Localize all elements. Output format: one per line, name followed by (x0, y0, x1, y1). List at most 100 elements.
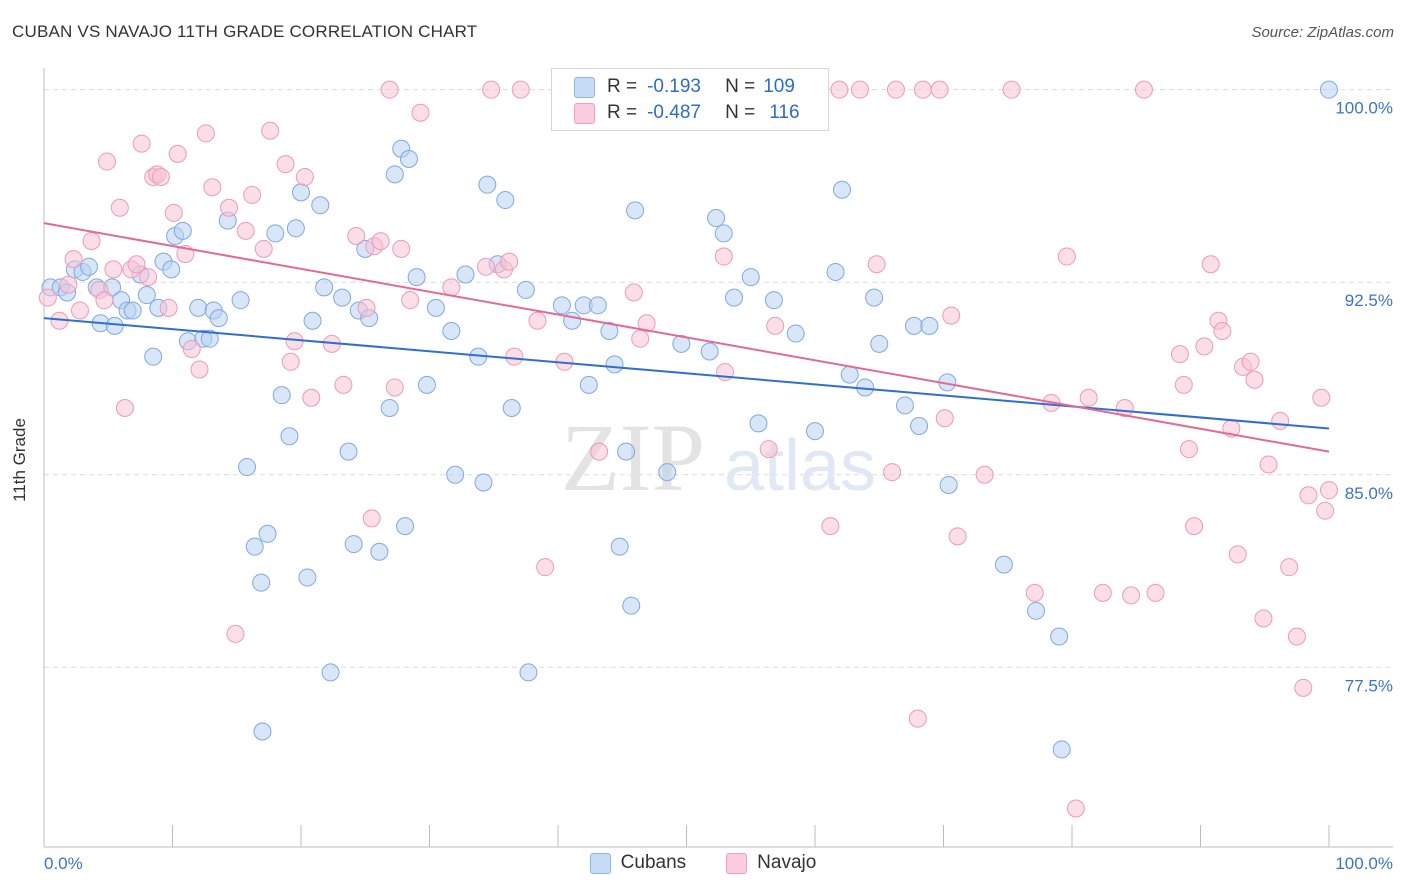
y-tick-label: 92.5% (1345, 291, 1393, 310)
grid-lines (44, 89, 1393, 668)
point-navajo (1025, 583, 1044, 602)
point-cubans (286, 219, 305, 238)
point-cubans (396, 517, 415, 536)
point-cubans (407, 268, 426, 287)
point-navajo (203, 178, 222, 197)
watermark-zip: ZIP (561, 404, 705, 511)
point-cubans (910, 416, 929, 435)
point-cubans (904, 316, 923, 335)
point-cubans (370, 542, 389, 561)
series-label-navajo: Navajo (757, 852, 817, 873)
point-navajo (347, 227, 366, 246)
point-navajo (1287, 627, 1306, 646)
point-navajo (1185, 517, 1204, 536)
point-navajo (226, 624, 245, 643)
point-cubans (895, 396, 914, 415)
legend-swatch-cubans (574, 76, 595, 98)
point-cubans (266, 224, 285, 243)
point-navajo (115, 399, 134, 418)
point-navajo (95, 291, 114, 310)
point-cubans (258, 524, 277, 543)
point-cubans (920, 316, 939, 335)
point-cubans (563, 311, 582, 330)
legend-row-navajo: R = -0.487 N = 116 (574, 101, 800, 125)
point-cubans (741, 268, 760, 287)
point-navajo (886, 80, 905, 99)
point-navajo (536, 558, 555, 577)
point-cubans (209, 309, 228, 328)
point-navajo (624, 283, 643, 302)
point-navajo (637, 314, 656, 333)
point-cubans (385, 165, 404, 184)
point-navajo (1312, 388, 1331, 407)
point-navajo (830, 80, 849, 99)
point-cubans (502, 399, 521, 418)
point-cubans (399, 149, 418, 168)
point-navajo (281, 352, 300, 371)
point-cubans (303, 311, 322, 330)
point-cubans (1320, 80, 1338, 99)
point-navajo (371, 232, 390, 251)
point-navajo (104, 260, 123, 279)
point-navajo (254, 239, 273, 258)
point-navajo (913, 80, 932, 99)
point-navajo (1228, 545, 1247, 564)
chart-title: CUBAN VS NAVAJO 11TH GRADE CORRELATION C… (12, 22, 478, 41)
point-navajo (1170, 345, 1189, 364)
point-cubans (344, 535, 363, 554)
point-navajo (590, 442, 609, 461)
legend-n-value-navajo: 116 (769, 102, 800, 123)
point-navajo (1134, 80, 1153, 99)
point-navajo (70, 301, 89, 320)
point-navajo (151, 167, 170, 186)
point-cubans (292, 183, 310, 202)
point-navajo (766, 316, 785, 335)
point-cubans (870, 334, 889, 353)
point-cubans (552, 296, 571, 315)
point-navajo (850, 80, 869, 99)
point-cubans (333, 288, 352, 307)
series-legend-navajo: Navajo (726, 852, 816, 874)
point-cubans (672, 334, 691, 353)
point-navajo (1271, 411, 1290, 430)
point-navajo (82, 232, 101, 251)
trend-line-cubans (43, 317, 1330, 430)
point-cubans (245, 537, 264, 556)
point-cubans (280, 427, 299, 446)
point-cubans (832, 180, 851, 199)
point-navajo (392, 239, 411, 258)
point-navajo (1316, 501, 1335, 520)
point-cubans (840, 365, 859, 384)
point-cubans (764, 291, 783, 310)
legend-r-value-navajo: -0.487 (647, 102, 701, 123)
point-navajo (411, 103, 430, 122)
point-navajo (1299, 486, 1318, 505)
point-cubans (321, 663, 340, 682)
point-navajo (97, 152, 116, 171)
point-navajo (1174, 375, 1193, 394)
point-navajo (1179, 440, 1198, 459)
point-navajo (59, 275, 78, 294)
point-navajo (477, 257, 496, 276)
legend-n-value-cubans: 109 (763, 76, 795, 97)
x-tick-label: 100.0% (1335, 854, 1393, 873)
point-navajo (1245, 370, 1264, 389)
point-cubans (588, 296, 607, 315)
point-navajo (759, 440, 778, 459)
point-navajo (528, 311, 547, 330)
point-cubans (622, 596, 641, 615)
point-navajo (511, 80, 530, 99)
point-cubans (707, 209, 726, 228)
point-navajo (500, 252, 519, 271)
point-navajo (168, 144, 187, 163)
series-label-cubans: Cubans (620, 852, 687, 873)
point-cubans (311, 196, 330, 215)
point-navajo (132, 134, 151, 153)
point-navajo (261, 121, 280, 140)
point-navajo (482, 80, 501, 99)
point-cubans (426, 298, 445, 317)
point-navajo (196, 124, 215, 143)
data-points (38, 80, 1338, 818)
point-cubans (315, 278, 334, 297)
